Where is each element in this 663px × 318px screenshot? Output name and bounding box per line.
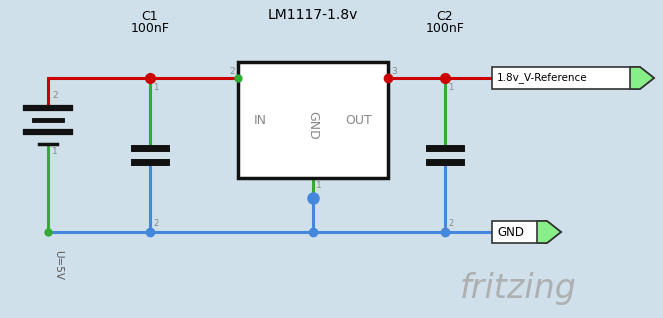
- Text: 1: 1: [52, 148, 58, 156]
- Text: 1: 1: [153, 82, 158, 92]
- Text: 100nF: 100nF: [426, 22, 465, 35]
- Text: 2: 2: [448, 218, 453, 227]
- Text: LM1117-1.8v: LM1117-1.8v: [268, 8, 358, 22]
- Text: 1: 1: [448, 82, 453, 92]
- Bar: [238, 62, 388, 178]
- Text: C2: C2: [437, 10, 453, 23]
- Polygon shape: [537, 221, 561, 243]
- Text: GND: GND: [497, 225, 524, 238]
- Text: OUT: OUT: [345, 114, 372, 127]
- Polygon shape: [492, 67, 654, 89]
- Text: 2: 2: [153, 218, 158, 227]
- Polygon shape: [492, 221, 561, 243]
- Text: 1.8v_V-Reference: 1.8v_V-Reference: [497, 73, 587, 83]
- Text: 2: 2: [229, 67, 235, 77]
- Text: U=5V: U=5V: [53, 250, 63, 280]
- Text: 3: 3: [391, 67, 396, 77]
- Text: C1: C1: [142, 10, 158, 23]
- Text: GND: GND: [306, 111, 320, 139]
- Text: 100nF: 100nF: [131, 22, 170, 35]
- Text: 2: 2: [52, 92, 58, 100]
- Text: IN: IN: [254, 114, 267, 127]
- Polygon shape: [630, 67, 654, 89]
- Text: 1: 1: [316, 182, 322, 190]
- Text: fritzing: fritzing: [460, 272, 577, 305]
